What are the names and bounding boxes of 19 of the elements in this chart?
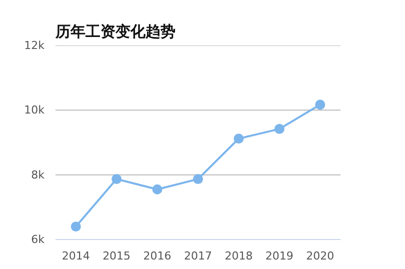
x-tick-label: 2016 [143, 250, 172, 262]
x-tick-label: 2019 [265, 250, 294, 262]
x-tick-label: 2015 [102, 250, 131, 262]
y-tick-label: 12k [24, 39, 46, 52]
y-tick-label: 6k [31, 233, 46, 246]
y-tick-label: 8k [31, 168, 46, 182]
x-tick-label: 2020 [306, 250, 334, 262]
x-tick-label: 2014 [62, 250, 90, 262]
point [315, 100, 326, 110]
point [112, 174, 122, 184]
chart-title: 历年工资变化趋势 [54, 22, 176, 40]
point [193, 174, 203, 184]
x-tick-label: 2018 [224, 250, 253, 262]
point [152, 184, 162, 194]
point [234, 134, 244, 144]
y-tick-label: 10k [24, 104, 46, 117]
x-tick-label: 2017 [184, 250, 212, 262]
point [70, 222, 81, 232]
point [274, 124, 284, 134]
